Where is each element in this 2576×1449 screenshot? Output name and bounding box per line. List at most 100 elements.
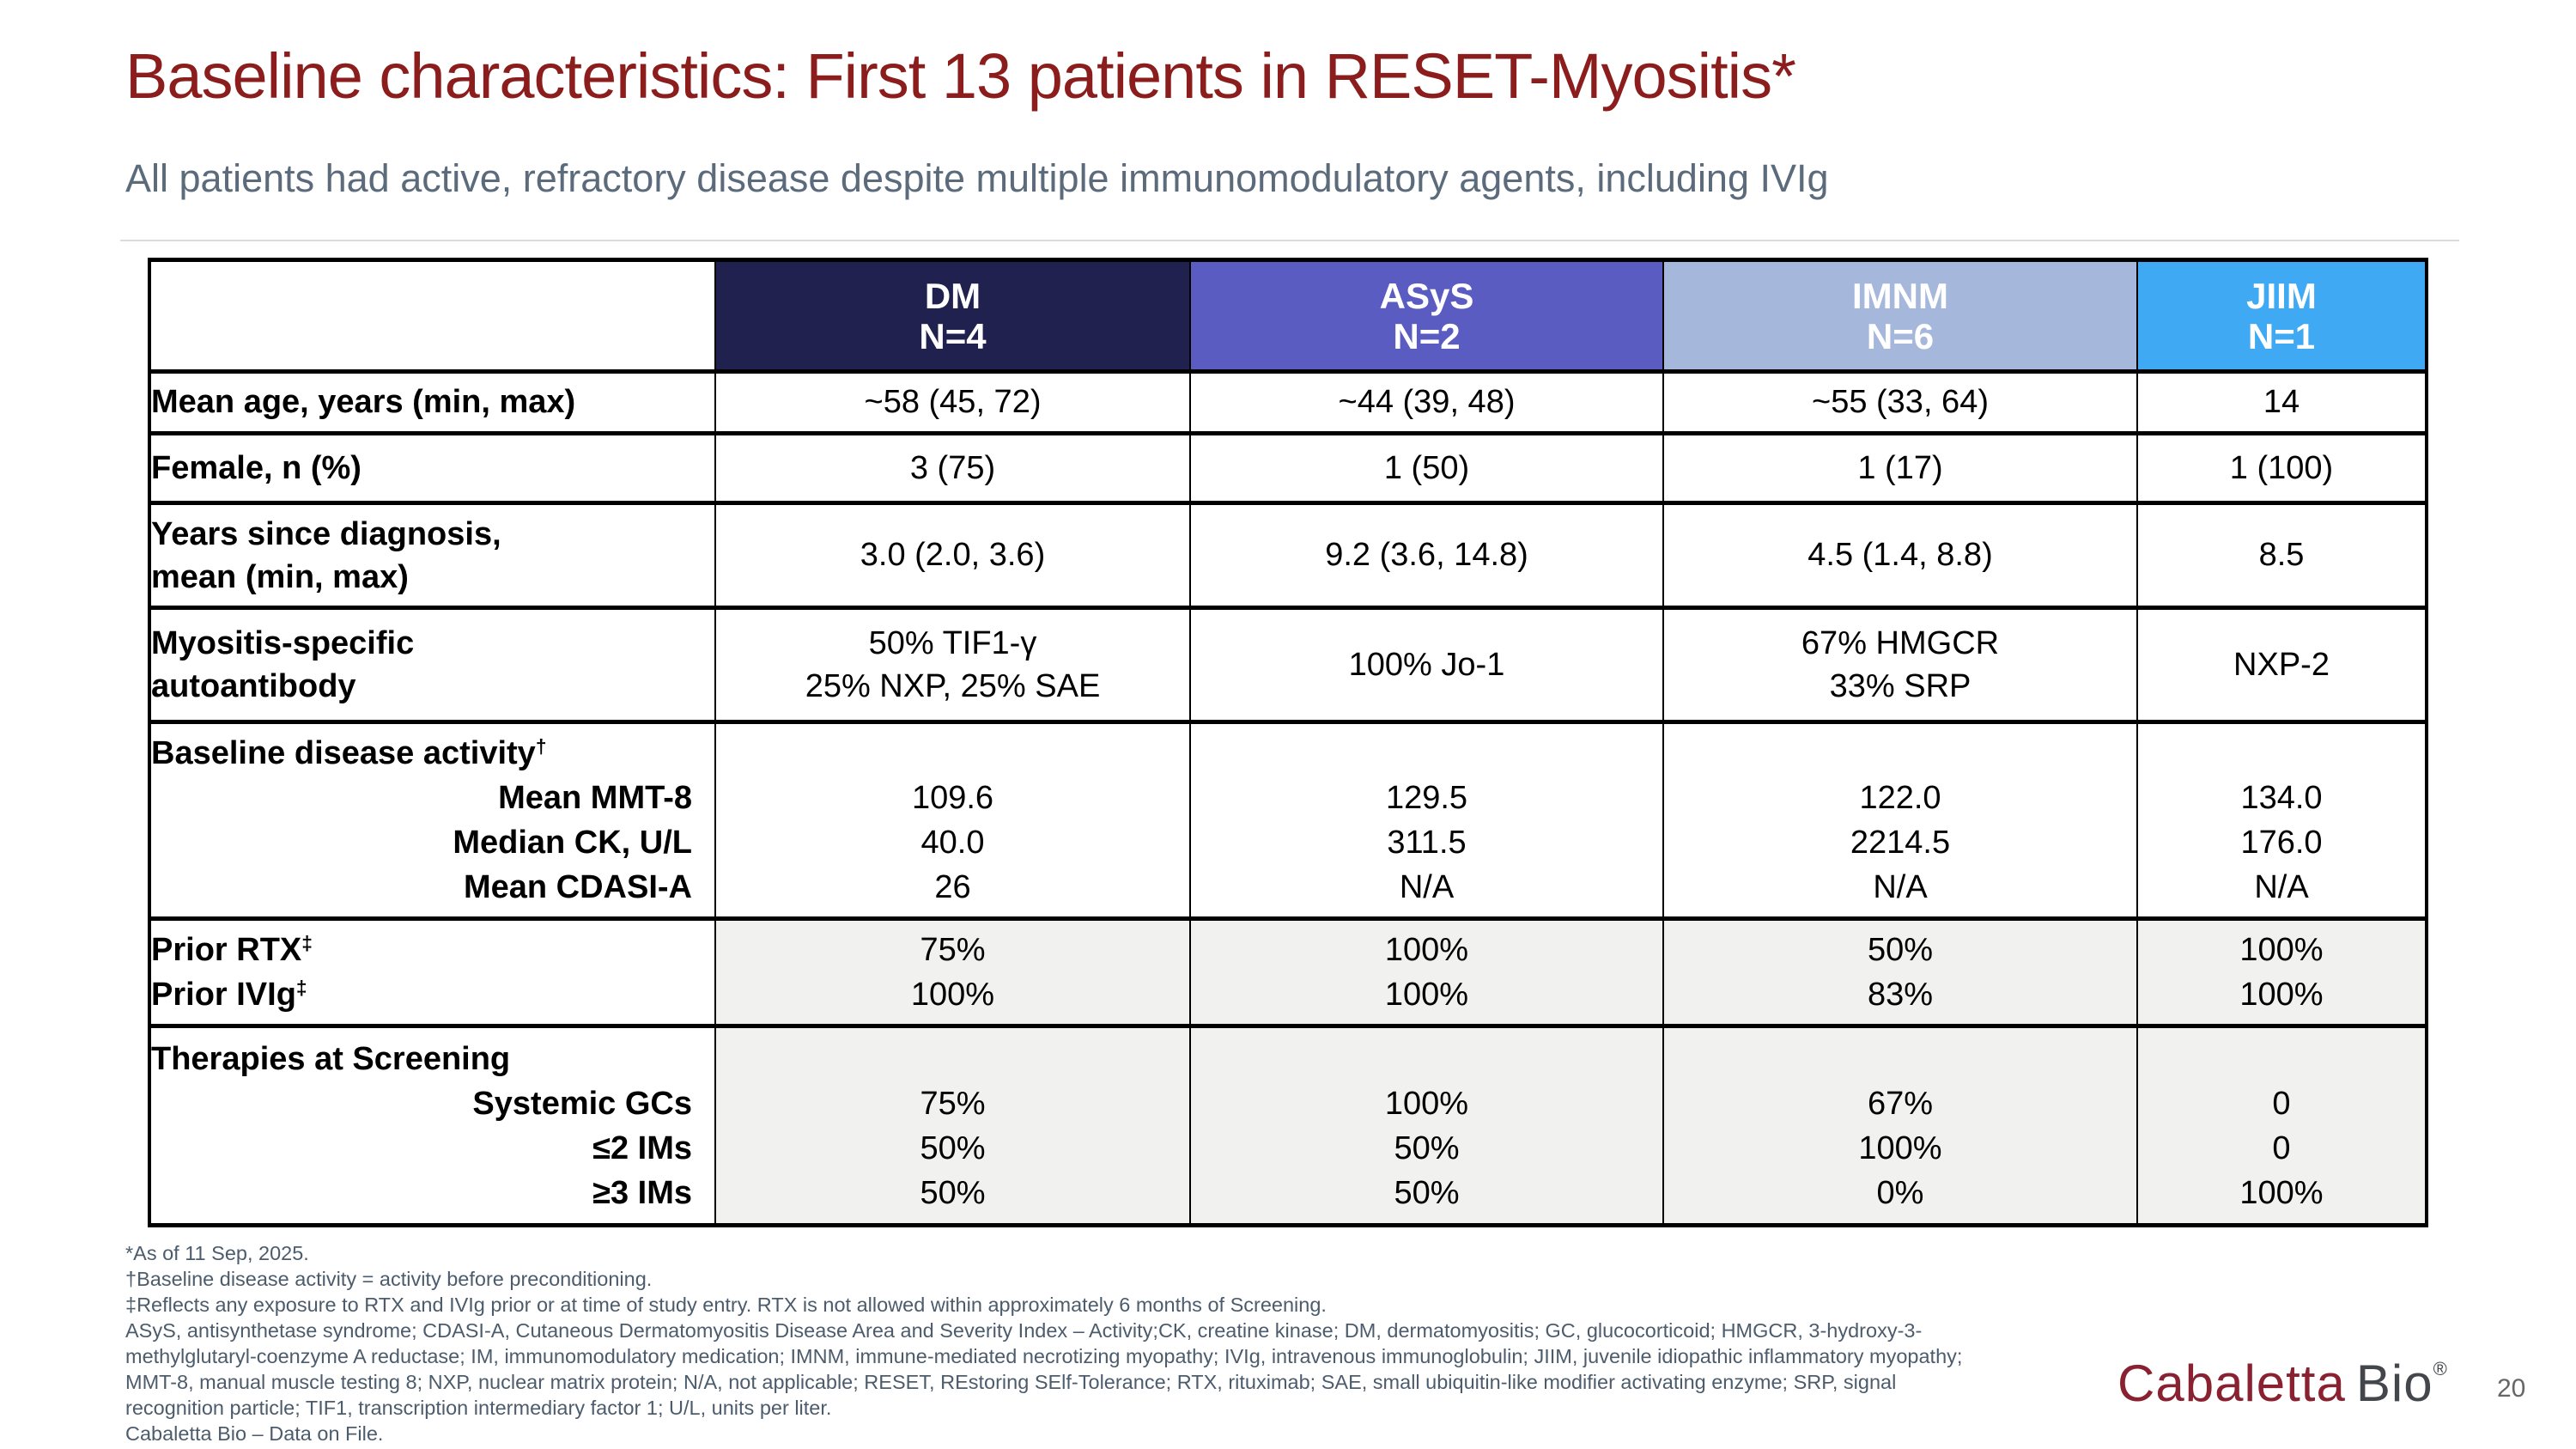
cell-line: 100% [910, 977, 995, 1013]
row-autoantibody: Myositis-specific autoantibody 50% TIF1-… [149, 606, 2427, 724]
row-label: Prior RTX‡ Prior IVIg‡ [149, 916, 716, 1028]
cell-line: 50% [1394, 1174, 1460, 1211]
row-mean-age: Mean age, years (min, max) ~58 (45, 72) … [149, 369, 2427, 435]
cell-line: N/A [1873, 869, 1928, 905]
table-corner-cell [149, 258, 716, 374]
table-cell: 14 [2136, 369, 2427, 435]
column-n: N=4 [919, 315, 987, 356]
cell-line: 100% [1384, 977, 1469, 1013]
group-label: Baseline disease activity† [151, 735, 547, 771]
cell-line: 0% [1876, 1174, 1924, 1211]
column-header-asys: ASyS N=2 [1189, 258, 1664, 374]
table-cell: 1 (17) [1662, 431, 2138, 505]
row-label: Female, n (%) [149, 431, 716, 505]
sub-row-label: Median CK, U/L [453, 825, 692, 861]
cell-line: 100% [1384, 932, 1469, 968]
cell-line: 0 [2272, 1085, 2291, 1122]
table-cell: 8.5 [2136, 501, 2427, 610]
footnote-line: methylglutaryl-coenzyme A reductase; IM,… [125, 1345, 1963, 1367]
column-header-dm: DM N=4 [714, 258, 1191, 374]
cell-line: 33% SRP [1829, 668, 1971, 704]
logo-brand-text: Cabaletta [2117, 1355, 2346, 1412]
table-cell: 3.0 (2.0, 3.6) [714, 501, 1191, 610]
sub-row-label: Mean CDASI-A [463, 869, 692, 905]
row-label: Years since diagnosis, mean (min, max) [149, 501, 716, 610]
column-name: IMNM [1852, 275, 1948, 316]
row-label: Baseline disease activity† Mean MMT-8 Me… [149, 720, 716, 921]
footnote-line: †Baseline disease activity = activity be… [125, 1268, 653, 1290]
footnote-line: ‡Reflects any exposure to RTX and IVIg p… [125, 1294, 1327, 1316]
row-label-line: mean (min, max) [151, 558, 409, 595]
registered-trademark-icon: ® [2433, 1358, 2447, 1379]
cell-line: 100% [2239, 1174, 2324, 1211]
table-cell: NXP-2 [2136, 606, 2427, 724]
cell-line: N/A [1399, 869, 1455, 905]
cell-line: 50% [1867, 932, 1934, 968]
table-cell: 1 (50) [1189, 431, 1664, 505]
column-header-imnm: IMNM N=6 [1662, 258, 2138, 374]
row-label: Mean age, years (min, max) [149, 369, 716, 435]
table-cell: 75% 50% 50% [714, 1024, 1191, 1227]
table-cell: 9.2 (3.6, 14.8) [1189, 501, 1664, 610]
page-number: 20 [2497, 1374, 2526, 1403]
column-name: ASyS [1379, 275, 1474, 316]
footnote-line: MMT-8, manual muscle testing 8; NXP, nuc… [125, 1371, 1897, 1393]
footnote-line: *As of 11 Sep, 2025. [125, 1242, 309, 1264]
table-cell: ~44 (39, 48) [1189, 369, 1664, 435]
footnote-line: recognition particle; TIF1, transcriptio… [125, 1397, 832, 1419]
cell-line: 26 [934, 869, 971, 905]
table-cell: 75% 100% [714, 916, 1191, 1028]
cell-line: 40.0 [920, 825, 985, 861]
cell-line: 50% [1394, 1129, 1460, 1166]
column-name: DM [924, 275, 981, 316]
row-label-line: Myositis-specific [151, 625, 415, 661]
cell-line: 83% [1867, 977, 1934, 1013]
table-cell: ~58 (45, 72) [714, 369, 1191, 435]
table-cell: 134.0 176.0 N/A [2136, 720, 2427, 921]
row-label: Myositis-specific autoantibody [149, 606, 716, 724]
column-n: N=6 [1866, 315, 1935, 356]
footnotes: *As of 11 Sep, 2025. †Baseline disease a… [125, 1240, 1962, 1446]
sub-row-label: ≤2 IMs [592, 1129, 692, 1166]
logo-bio-text: Bio [2355, 1355, 2433, 1412]
row-prior-therapy: Prior RTX‡ Prior IVIg‡ 75% 100% 100% 100… [149, 916, 2427, 1028]
row-label-line: Prior RTX‡ [151, 932, 313, 968]
group-label: Therapies at Screening [151, 1040, 511, 1077]
cell-line: 67% HMGCR [1801, 625, 2000, 661]
table-cell: 3 (75) [714, 431, 1191, 505]
divider-line [120, 240, 2459, 241]
table-cell: 0 0 100% [2136, 1024, 2427, 1227]
table-cell: 50% TIF1-γ 25% NXP, 25% SAE [714, 606, 1191, 724]
row-therapies-at-screening: Therapies at Screening Systemic GCs ≤2 I… [149, 1024, 2427, 1227]
cell-line: 67% [1867, 1085, 1934, 1122]
header-row: DM N=4 ASyS N=2 IMNM N=6 JIIM N=1 [149, 258, 2427, 374]
table-cell: 100% 100% [2136, 916, 2427, 1028]
cell-line: 50% [920, 1174, 986, 1211]
cell-line: 100% [2239, 932, 2324, 968]
page-subtitle: All patients had active, refractory dise… [125, 156, 1829, 200]
row-label-line: Years since diagnosis, [151, 515, 501, 552]
table-cell: 67% 100% 0% [1662, 1024, 2138, 1227]
table-cell: 100% 50% 50% [1189, 1024, 1664, 1227]
cell-line: 100% [1384, 1085, 1469, 1122]
table-cell: 4.5 (1.4, 8.8) [1662, 501, 2138, 610]
table-cell: 1 (100) [2136, 431, 2427, 505]
table-cell: ~55 (33, 64) [1662, 369, 2138, 435]
cell-line: 176.0 [2240, 825, 2323, 861]
column-header-jiim: JIIM N=1 [2136, 258, 2427, 374]
cell-line: 50% [920, 1129, 986, 1166]
row-label-line: Prior IVIg‡ [151, 977, 307, 1013]
cell-line: 50% TIF1-γ [868, 625, 1037, 661]
cell-line: 100% [2239, 977, 2324, 1013]
sub-row-label: Systemic GCs [472, 1085, 692, 1122]
row-baseline-disease-activity: Baseline disease activity† Mean MMT-8 Me… [149, 720, 2427, 921]
cell-line: 311.5 [1387, 825, 1467, 861]
column-n: N=1 [2247, 315, 2316, 356]
cell-line: 2214.5 [1850, 825, 1951, 861]
cell-line: 109.6 [911, 780, 994, 816]
row-years-since-diagnosis: Years since diagnosis, mean (min, max) 3… [149, 501, 2427, 610]
sub-row-label: ≥3 IMs [592, 1174, 692, 1211]
row-label: Therapies at Screening Systemic GCs ≤2 I… [149, 1024, 716, 1227]
sub-row-label: Mean MMT-8 [498, 780, 692, 816]
baseline-characteristics-table: DM N=4 ASyS N=2 IMNM N=6 JIIM N=1 Mean a… [148, 258, 2428, 1227]
